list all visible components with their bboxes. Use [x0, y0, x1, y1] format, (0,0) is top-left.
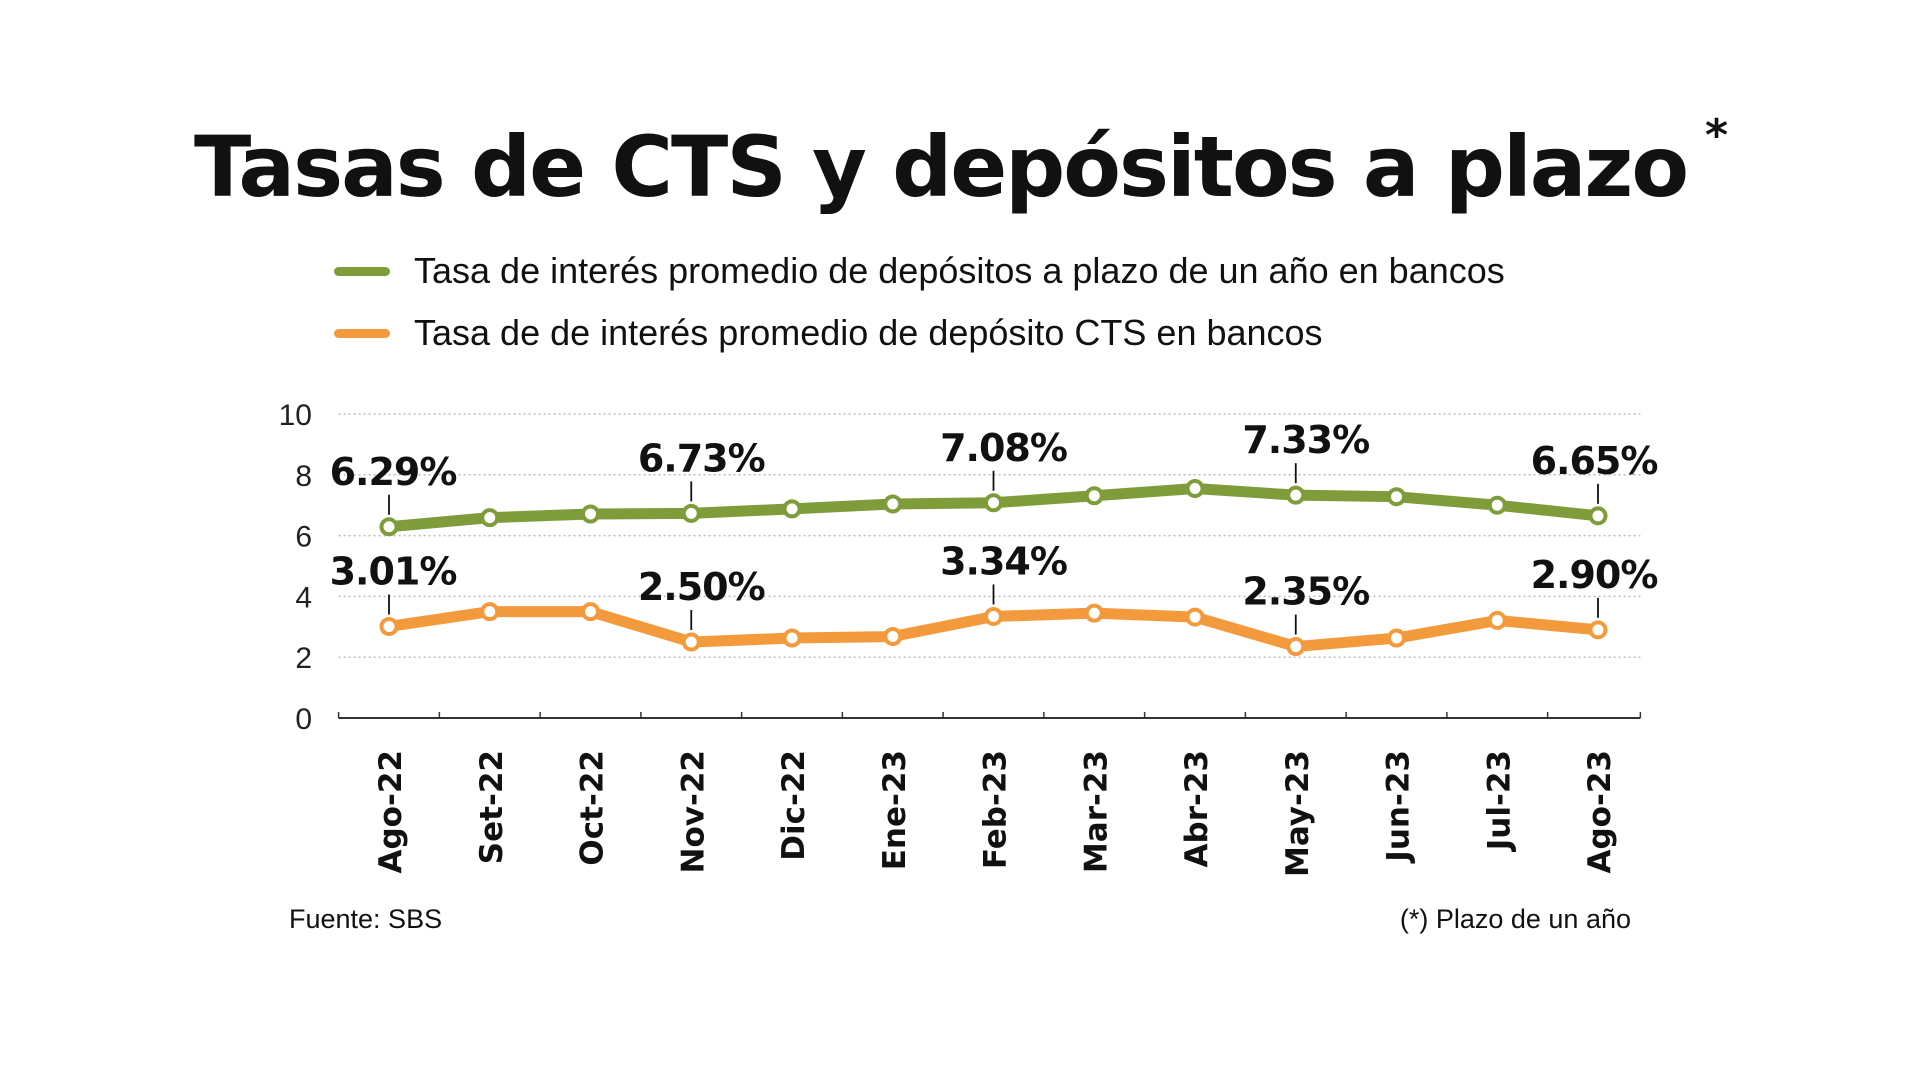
- data-label: 2.90%: [1531, 553, 1658, 597]
- x-tick-label: Ene-23: [877, 750, 913, 870]
- data-point: [379, 616, 399, 636]
- data-point: [1387, 628, 1406, 648]
- x-tick-label: Abr-23: [1179, 750, 1215, 867]
- data-point: [1286, 485, 1306, 505]
- y-tick-label: 4: [295, 581, 312, 614]
- data-point: [581, 504, 600, 524]
- data-label: 6.65%: [1531, 439, 1658, 483]
- data-point: [984, 493, 1003, 513]
- x-tick-label: Ago-23: [1582, 750, 1618, 874]
- data-point: [1185, 478, 1205, 498]
- title-asterisk: *: [1705, 110, 1728, 161]
- data-label: 3.34%: [940, 539, 1067, 583]
- data-point: [480, 508, 500, 528]
- data-label: 3.01%: [330, 549, 457, 593]
- data-point: [681, 632, 701, 652]
- data-point: [581, 602, 600, 622]
- data-label: 2.35%: [1242, 570, 1369, 614]
- data-point: [1084, 486, 1104, 506]
- data-point: [1185, 607, 1205, 627]
- legend-label: Tasa de interés promedio de depósitos a …: [414, 250, 1505, 291]
- x-tick-label: May-23: [1280, 750, 1316, 877]
- data-label: 7.33%: [1242, 418, 1369, 462]
- legend-swatch-orange: [334, 328, 390, 338]
- chart-title: Tasas de CTS y depósitos a plazo *: [193, 110, 1728, 216]
- data-point: [984, 606, 1003, 626]
- data-point: [782, 499, 802, 519]
- x-tick-label: Nov-22: [675, 750, 711, 873]
- data-point: [480, 602, 500, 622]
- data-point: [379, 517, 399, 537]
- data-point: [1487, 610, 1507, 630]
- x-tick-label: Dic-22: [776, 750, 812, 861]
- data-point: [1286, 637, 1306, 657]
- x-tick-label: Jun-23: [1381, 750, 1417, 864]
- footnote: (*) Plazo de un año: [1399, 904, 1631, 934]
- data-point: [1387, 487, 1406, 507]
- x-tick-label: Set-22: [474, 750, 510, 864]
- data-point: [1588, 620, 1608, 640]
- legend-label: Tasa de de interés promedio de depósito …: [414, 312, 1323, 353]
- y-tick-label: 6: [295, 521, 312, 554]
- x-tick-label: Oct-22: [575, 750, 611, 866]
- legend-item-plazo: Tasa de interés promedio de depósitos a …: [334, 250, 1505, 292]
- data-point: [782, 628, 802, 648]
- data-point: [1588, 506, 1608, 526]
- source-note: Fuente: SBS: [289, 904, 443, 934]
- y-tick-label: 0: [295, 703, 312, 736]
- data-point: [883, 494, 903, 514]
- x-tick-label: Feb-23: [978, 750, 1014, 869]
- y-tick-label: 8: [295, 460, 312, 493]
- y-tick-label: 2: [295, 642, 312, 675]
- y-tick-label: 10: [279, 399, 312, 432]
- data-point: [681, 503, 701, 523]
- data-point: [1487, 495, 1507, 515]
- data-label: 6.73%: [638, 436, 765, 480]
- x-tick-label: Mar-23: [1078, 750, 1114, 873]
- data-point: [1084, 603, 1104, 623]
- data-label: 6.29%: [330, 450, 457, 494]
- data-label: 2.50%: [638, 565, 765, 609]
- legend-swatch-green: [334, 266, 390, 276]
- x-tick-label: Jul-23: [1481, 750, 1517, 852]
- data-point: [883, 627, 903, 647]
- legend-item-cts: Tasa de de interés promedio de depósito …: [334, 312, 1323, 354]
- x-tick-label: Ago-22: [373, 750, 409, 874]
- data-label: 7.08%: [940, 426, 1067, 470]
